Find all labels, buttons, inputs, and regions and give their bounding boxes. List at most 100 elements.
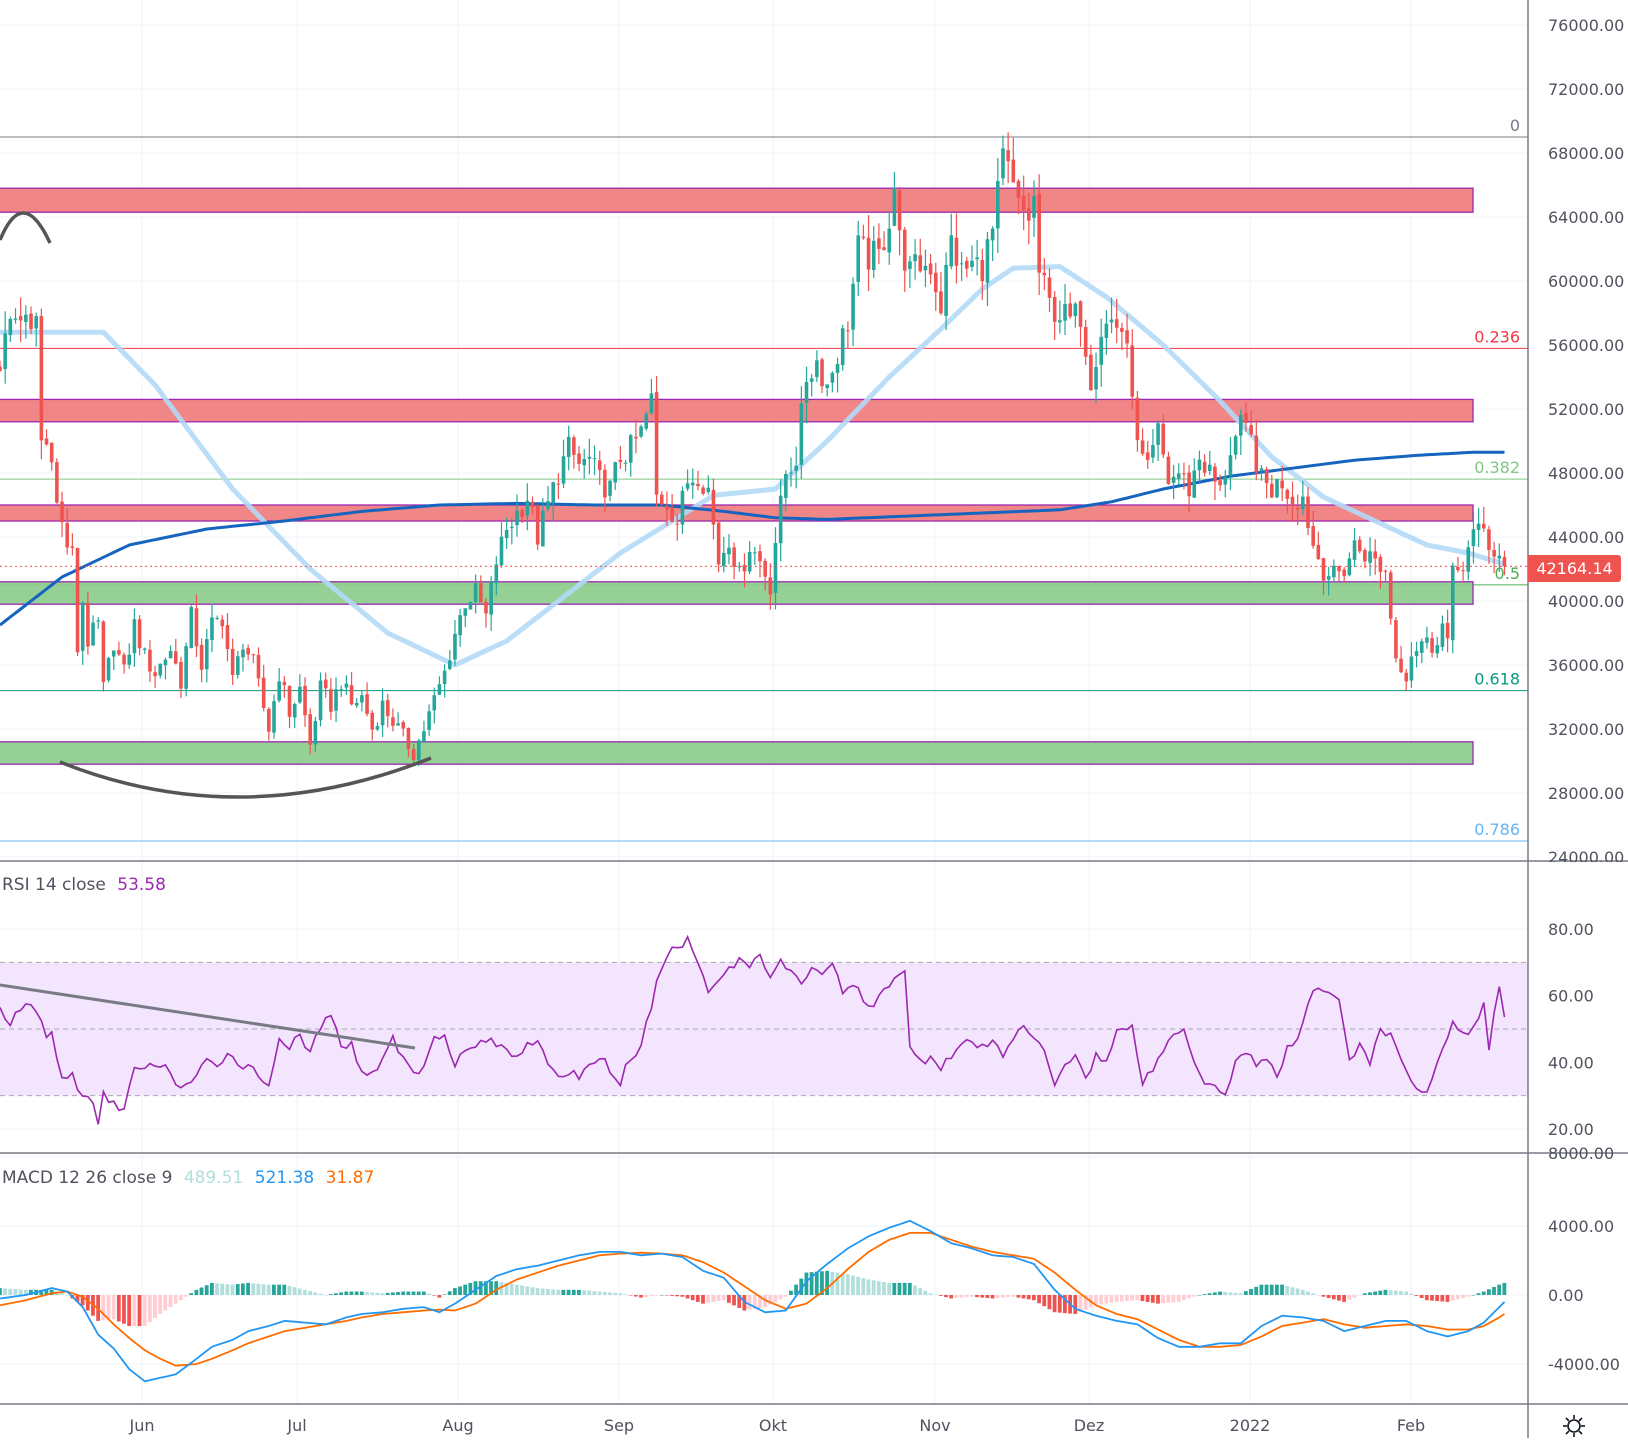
macd-histogram-bar [380,1293,385,1295]
macd-histogram-bar [820,1271,824,1295]
macd-histogram-bar [370,1292,375,1295]
candle-down [148,649,152,672]
candle-down [1042,272,1047,276]
candle-up [1259,468,1264,471]
candle-down [634,436,638,439]
candle-down [261,677,266,709]
macd-histogram-bar [1378,1290,1383,1295]
macd-histogram-bar [773,1295,778,1302]
candle-up [24,314,28,322]
macd-histogram-bar [127,1295,132,1327]
candle-down [1187,472,1191,497]
candle-down [877,238,881,249]
macd-histogram-bar [287,1285,292,1295]
candle-down [1161,423,1166,455]
macd-histogram-bar [1130,1295,1135,1301]
candle-up [13,318,18,320]
macd-histogram-bar [235,1284,240,1295]
candle-down [1388,572,1393,619]
candle-down [964,260,969,269]
candle-up [908,261,912,270]
candle-up [380,700,385,726]
rsi-legend[interactable]: RSI 14 close 53.58 [2,875,172,895]
macd-histogram-bar [354,1291,359,1295]
macd-histogram-bar [706,1295,711,1303]
macd-histogram-bar [1502,1282,1507,1295]
macd-histogram-bar [122,1295,126,1324]
candle-down [675,523,680,525]
settings-gear-icon[interactable] [1562,1414,1586,1438]
macd-legend[interactable]: MACD 12 26 close 9 489.51 521.38 31.87 [2,1168,380,1188]
candle-up [566,436,571,457]
candle-up [3,333,7,369]
candle-down [173,651,178,664]
candle-down [1166,456,1171,484]
candle-down [659,494,664,505]
macd-histogram-bar [189,1293,194,1295]
candle-down [391,717,395,726]
macd-histogram-bar [1285,1285,1290,1295]
candle-down [75,548,80,653]
macd-histogram-bar [675,1295,680,1297]
candle-down [866,237,871,270]
macd-histogram-bar [359,1291,364,1295]
macd-histogram-bar [794,1284,798,1295]
macd-line [0,1219,1506,1383]
candle-up [1073,303,1078,317]
candle-down [39,316,44,441]
macd-histogram-bar [111,1295,116,1320]
candle-down [251,654,256,656]
candle-down [716,522,721,565]
macd-histogram-bar [1295,1288,1300,1295]
candle-down [654,392,659,495]
candle-down [1145,452,1150,460]
macd-histogram-value: 489.51 [183,1168,244,1188]
macd-histogram-bar [1321,1295,1326,1297]
candle-down [902,229,907,271]
macd-histogram-bar [142,1295,147,1327]
candle-down [55,462,59,503]
macd-histogram-bar [701,1295,705,1304]
price-axis-label: 36000.00 [1548,656,1624,675]
macd-axis-label: 4000.00 [1548,1217,1614,1236]
macd-histogram-bar [1445,1295,1450,1302]
macd-histogram-bar [623,1294,628,1295]
macd-histogram-bar [132,1295,137,1327]
candle-down [220,619,225,627]
macd-histogram-bar [437,1295,442,1298]
macd-histogram-bar [344,1291,349,1295]
candle-up [1476,523,1481,530]
macd-histogram-bar [427,1293,431,1295]
candle-up [344,683,349,688]
candle-down [484,601,488,614]
macd-histogram-bar [375,1292,380,1295]
candle-down [701,487,705,494]
candle-up [1099,336,1104,365]
candle-up [453,633,457,660]
macd-histogram-bar [530,1287,535,1295]
candle-down [696,483,700,487]
candle-up [504,530,509,539]
macd-histogram-bar [995,1295,1000,1299]
macd-histogram-bar [597,1291,602,1295]
candle-up [541,510,545,547]
candle-down [1120,327,1124,332]
candle-up [778,495,783,544]
price-axis-label: 56000.00 [1548,336,1624,355]
macd-histogram-bar [551,1289,555,1295]
candle-down [1135,397,1140,441]
macd-histogram-bar [1368,1292,1372,1295]
candle-up [773,543,778,593]
macd-histogram-bar [494,1281,499,1295]
resistance-zone [0,398,1474,423]
macd-histogram-bar [1399,1291,1403,1295]
macd-histogram-bar [1223,1291,1228,1295]
macd-histogram-bar [561,1289,566,1295]
candle-up [8,318,13,336]
price-axis-label: 44000.00 [1548,528,1624,547]
candle-down [520,509,524,517]
time-axis-label: 2022 [1230,1416,1271,1435]
support-zone [0,581,1474,605]
